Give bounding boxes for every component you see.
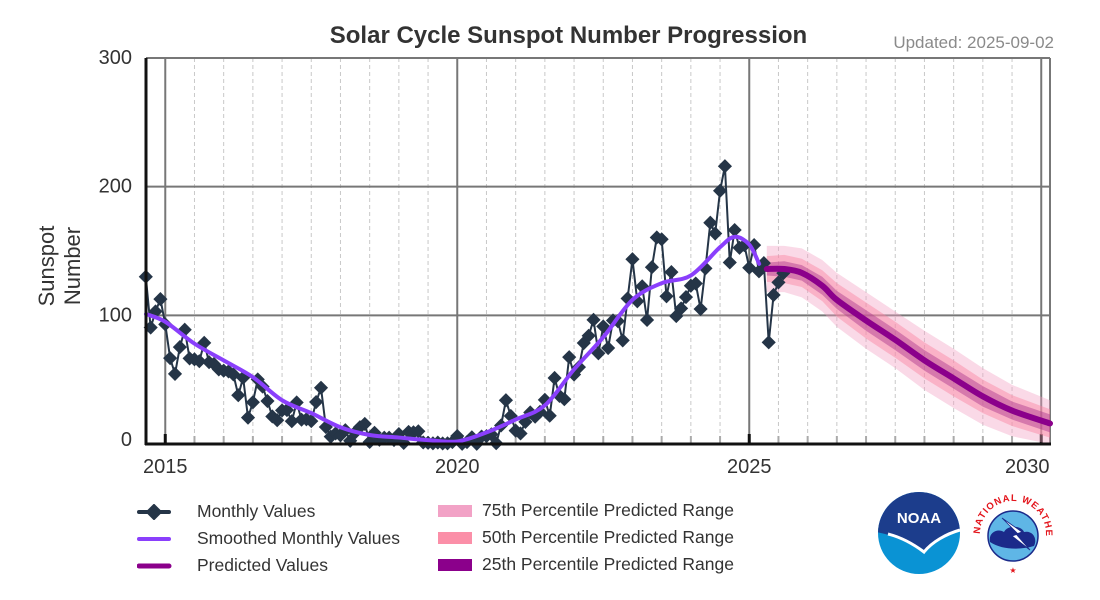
monthly-value-marker [304, 414, 319, 429]
predicted-line [763, 265, 1053, 427]
y-tick-label: 200 [99, 176, 132, 198]
legend-item-p50: 50th Percentile Predicted Range [438, 524, 734, 551]
monthly-value-marker [192, 354, 207, 369]
legend-item-predicted: Predicted Values [137, 552, 400, 579]
legend-swatch-monthly [137, 503, 171, 520]
x-tick-label: 2020 [435, 456, 480, 478]
monthly-value-marker [245, 395, 260, 410]
monthly-value-marker [761, 335, 776, 350]
monthly-value-marker [153, 292, 168, 307]
legend-label-p75: 75th Percentile Predicted Range [482, 500, 734, 520]
legend-swatch-smoothed [137, 536, 171, 541]
monthly-value-marker [284, 414, 299, 429]
legend-swatch-p75 [438, 504, 472, 517]
monthly-value-marker [625, 252, 640, 267]
chart-title: Solar Cycle Sunspot Number Progression [329, 22, 808, 49]
monthly-value-marker [688, 276, 703, 291]
monthly-value-marker [557, 392, 572, 407]
monthly-value-marker [722, 255, 737, 270]
legend-item-p75: 75th Percentile Predicted Range [438, 497, 734, 524]
legend-label-p50: 50th Percentile Predicted Range [482, 527, 734, 547]
monthly-value-marker [547, 370, 562, 386]
monthly-value-marker [357, 416, 372, 431]
legend-label-monthly: Monthly Values [197, 501, 316, 521]
monthly-value-marker [498, 393, 513, 408]
monthly-value-marker [270, 413, 285, 428]
monthly-value-marker [586, 312, 601, 327]
monthly-value-marker [674, 301, 689, 316]
monthly-value-marker [163, 351, 178, 366]
legend-left: Monthly Values Smoothed Monthly Values P… [137, 498, 400, 579]
y-axis-label: Sunspot Number [34, 225, 85, 307]
monthly-values-line [144, 166, 785, 446]
x-tick-label: 2025 [727, 456, 772, 478]
monthly-value-marker [167, 366, 183, 381]
legend-swatch-predicted [137, 563, 172, 568]
legend-item-monthly: Monthly Values [137, 498, 400, 525]
monthly-value-marker [644, 260, 659, 275]
monthly-value-marker [693, 301, 708, 317]
legend-label-predicted: Predicted Values [197, 555, 329, 575]
monthly-value-marker [766, 287, 781, 303]
svg-text:★: ★ [1009, 566, 1016, 575]
monthly-value-marker [231, 388, 246, 403]
legend-swatch-p50 [438, 531, 472, 544]
monthly-value-marker [513, 426, 528, 441]
y-tick-label: 0 [121, 429, 132, 451]
smoothed-line [144, 234, 762, 444]
updated-date: Updated: 2025-09-02 [893, 33, 1054, 52]
monthly-value-marker [542, 408, 557, 423]
noaa-logo: NOAA [878, 492, 961, 574]
monthly-value-marker [708, 226, 723, 241]
y-tick-label: 300 [99, 47, 132, 69]
legend-item-p25: 25th Percentile Predicted Range [438, 551, 734, 578]
monthly-value-marker [703, 215, 718, 230]
monthly-value-marker [313, 380, 329, 395]
monthly-value-marker [172, 340, 187, 355]
monthly-value-marker [654, 232, 669, 247]
legend-item-smoothed: Smoothed Monthly Values [137, 525, 400, 552]
monthly-value-marker [615, 333, 630, 348]
monthly-value-marker [717, 159, 732, 174]
noaa-logo-text: NOAA [897, 510, 941, 527]
nws-logo: NATIONAL WEATHER SERVICE ★ [970, 488, 1053, 575]
x-tick-label: 2030 [1005, 456, 1050, 478]
monthly-value-marker [309, 394, 324, 410]
monthly-value-marker [639, 312, 655, 328]
y-tick-label: 100 [99, 304, 132, 326]
x-tick-label: 2015 [143, 456, 188, 478]
legend-label-p25: 25th Percentile Predicted Range [482, 554, 734, 574]
legend-swatch-p25 [438, 558, 472, 571]
monthly-value-marker [659, 289, 674, 304]
monthly-value-marker [664, 265, 679, 280]
monthly-value-marker [712, 183, 728, 198]
legend-label-smoothed: Smoothed Monthly Values [197, 528, 400, 548]
monthly-value-marker [601, 340, 616, 356]
monthly-value-marker [411, 424, 426, 439]
legend-right: 75th Percentile Predicted Range 50th Per… [438, 497, 734, 578]
monthly-value-marker [591, 346, 606, 361]
monthly-value-marker [678, 289, 694, 305]
monthly-value-marker [260, 393, 275, 409]
monthly-value-marker [562, 350, 577, 365]
monthly-value-marker [581, 328, 596, 343]
monthly-value-marker [240, 410, 256, 425]
monthly-value-marker [727, 222, 742, 238]
